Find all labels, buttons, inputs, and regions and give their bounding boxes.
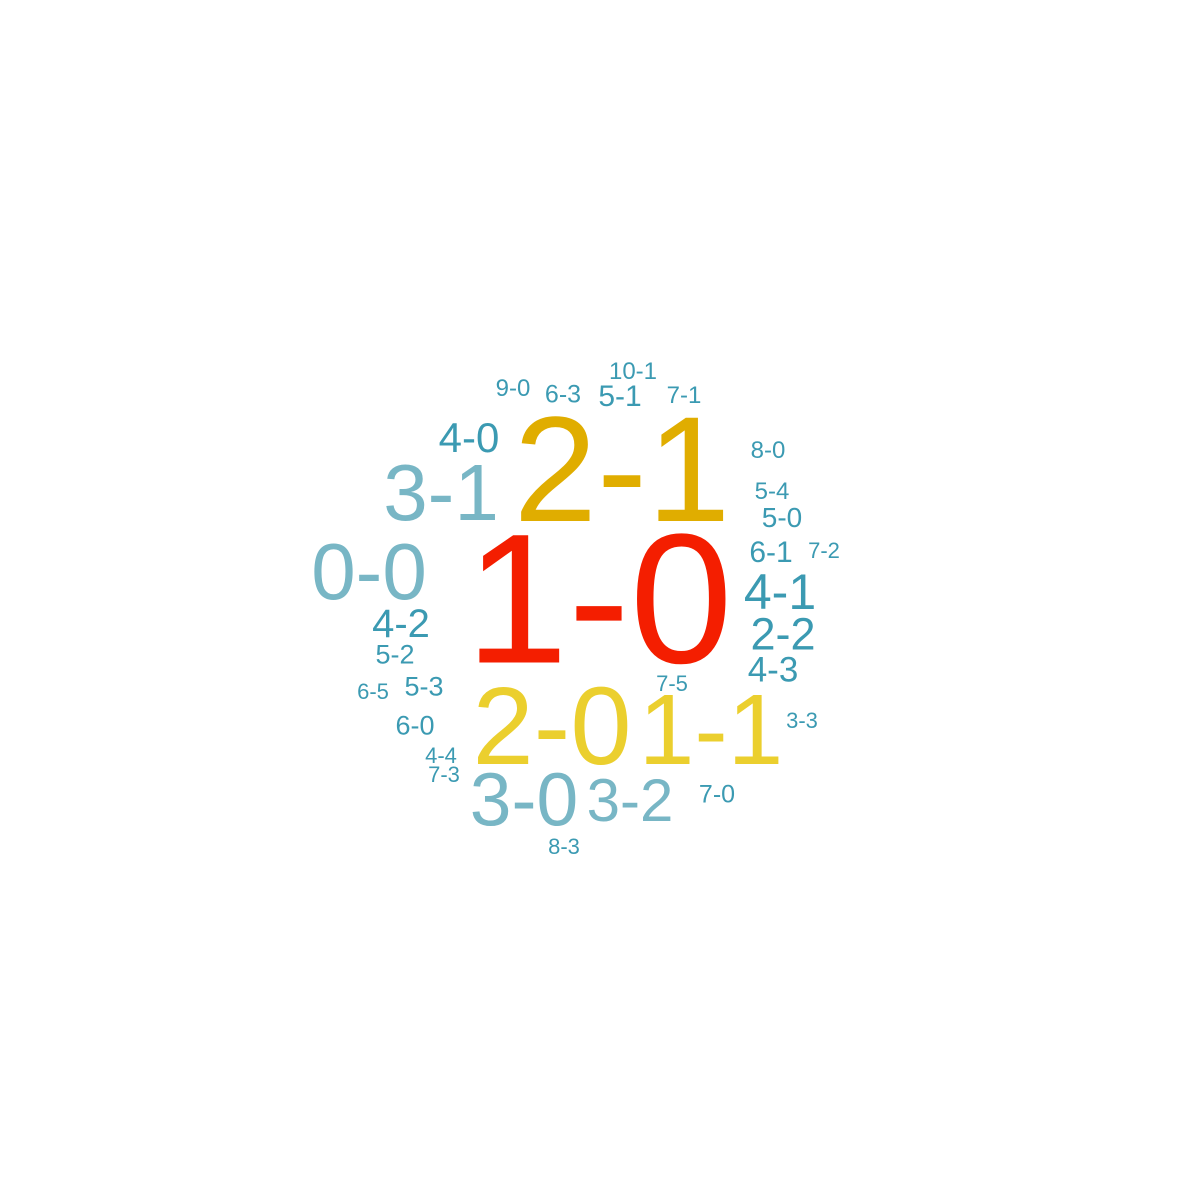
cloud-word: 5-4 (754, 478, 790, 505)
cloud-word: 8-0 (750, 437, 786, 464)
cloud-word: 4-3 (747, 650, 799, 690)
cloud-word: 7-3 (428, 762, 460, 787)
cloud-word: 6-5 (357, 679, 389, 704)
cloud-word: 5-2 (375, 639, 415, 670)
cloud-word: 6-3 (544, 380, 582, 409)
cloud-word: 0-0 (311, 527, 427, 616)
cloud-word: 7-0 (698, 780, 736, 809)
cloud-word: 4-2 (372, 602, 430, 646)
cloud-word: 5-1 (598, 380, 642, 413)
cloud-word: 5-3 (404, 671, 444, 702)
cloud-word: 1-1 (638, 674, 784, 786)
cloud-word: 3-2 (586, 767, 674, 834)
cloud-word: 3-1 (383, 448, 499, 537)
cloud-word: 2-0 (472, 665, 632, 788)
cloud-word: 8-3 (548, 834, 580, 859)
cloud-word: 1-0 (465, 496, 733, 703)
cloud-word: 5-0 (761, 502, 803, 533)
cloud-word: 2-1 (513, 385, 731, 553)
cloud-word: 7-1 (666, 382, 702, 409)
cloud-word: 6-1 (749, 536, 793, 569)
cloud-word: 10-1 (608, 358, 658, 385)
cloud-word: 9-0 (495, 375, 531, 402)
cloud-word: 3-3 (786, 708, 818, 733)
cloud-word: 7-2 (808, 538, 840, 563)
cloud-word: 4-4 (425, 743, 457, 768)
cloud-word: 6-0 (395, 710, 435, 741)
cloud-word: 3-0 (469, 757, 579, 842)
cloud-word: 4-1 (743, 564, 817, 620)
cloud-word: 4-0 (438, 414, 500, 461)
cloud-word: 7-5 (656, 671, 688, 696)
cloud-word: 2-2 (750, 608, 816, 660)
